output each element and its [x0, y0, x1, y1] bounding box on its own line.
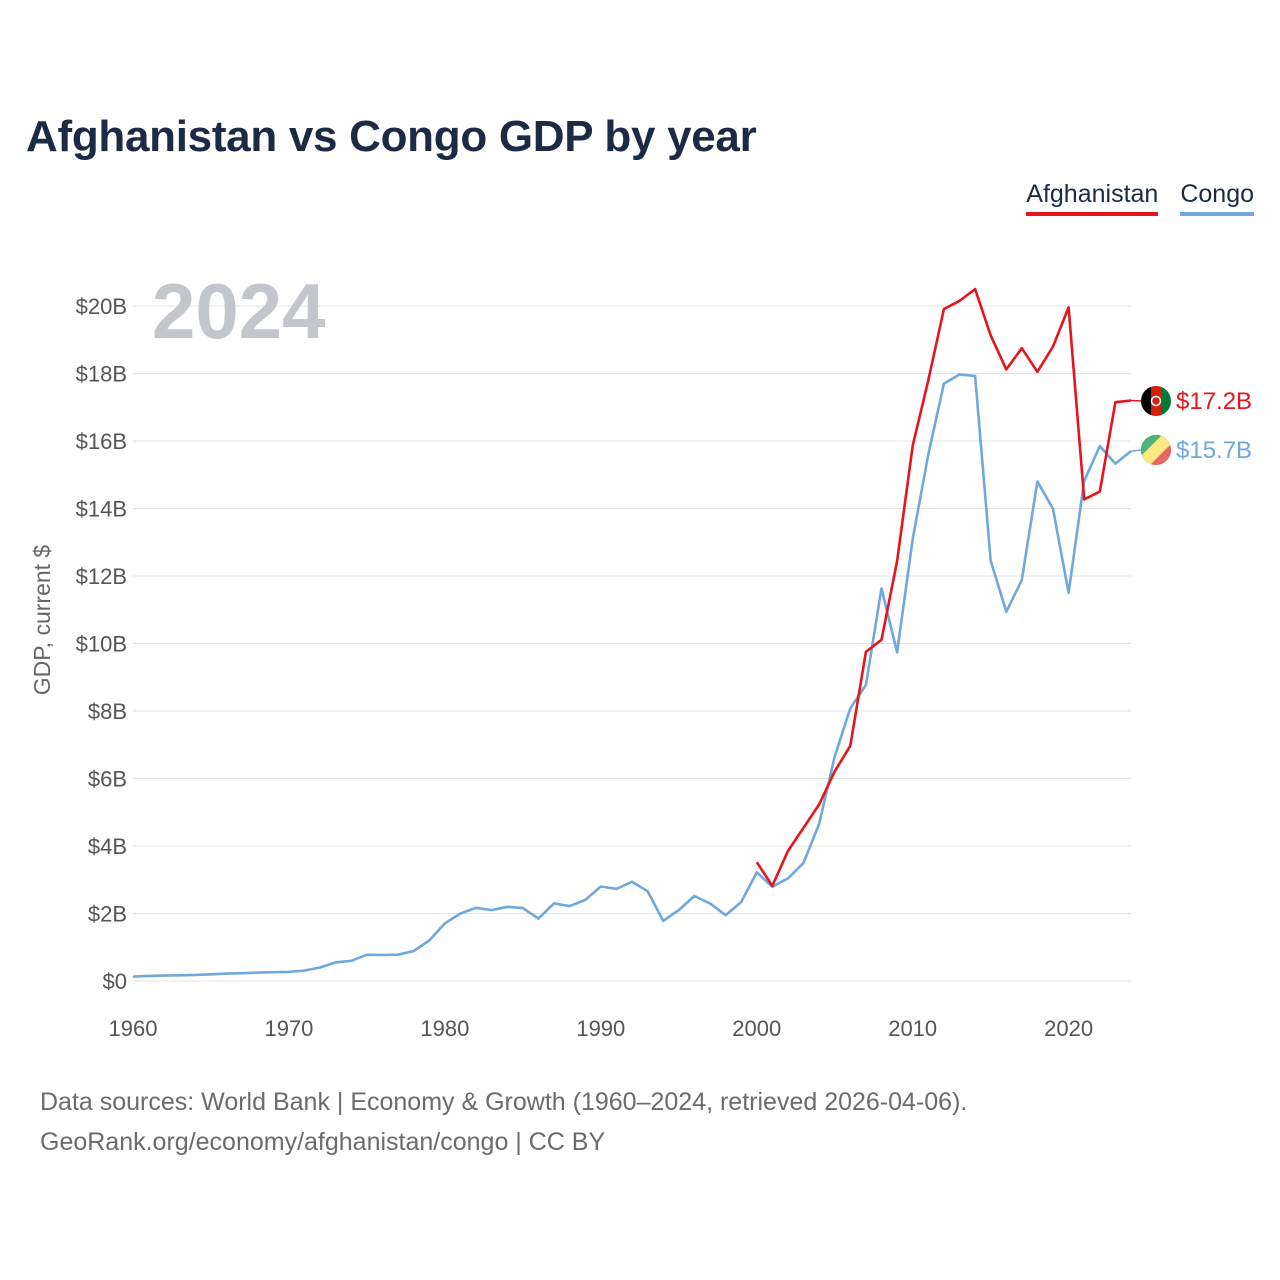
x-tick-label: 1990 [576, 1016, 625, 1041]
y-axis-label: GDP, current $ [29, 545, 55, 696]
afghanistan-flag-icon [1141, 386, 1171, 416]
y-tick-label: $20B [76, 294, 127, 319]
legend: Afghanistan Congo [1026, 180, 1254, 216]
x-tick-label: 1960 [109, 1016, 158, 1041]
y-tick-label: $0 [103, 969, 127, 994]
y-tick-label: $2B [88, 902, 127, 927]
x-tick-label: 1970 [264, 1016, 313, 1041]
y-tick-label: $10B [76, 632, 127, 657]
y-axis-ticks: $0 $2B $4B $6B $8B $10B $12B $14B $16B $18B $20B [76, 294, 127, 994]
y-tick-label: $4B [88, 834, 127, 859]
legend-item-afghanistan[interactable]: Afghanistan [1026, 180, 1159, 216]
x-tick-label: 2000 [732, 1016, 781, 1041]
congo-leader-line [1130, 449, 1143, 452]
end-markers: $17.2B $15.7B [1130, 386, 1252, 465]
y-tick-label: $8B [88, 699, 127, 724]
afghanistan-end-value: $17.2B [1176, 388, 1252, 415]
page-title: Afghanistan vs Congo GDP by year [26, 112, 757, 161]
y-tick-label: $14B [76, 497, 127, 522]
x-tick-label: 1980 [420, 1016, 469, 1041]
footer-sources: Data sources: World Bank | Economy & Gro… [40, 1088, 968, 1116]
x-tick-label: 2010 [888, 1016, 937, 1041]
gridlines [133, 305, 1131, 982]
congo-end-value: $15.7B [1176, 437, 1252, 464]
y-tick-label: $16B [76, 429, 127, 454]
series-lines [132, 287, 1132, 978]
series-line-afghanistan [755, 287, 1132, 888]
x-axis-ticks: 1960 1970 1980 1990 2000 2010 2020 [109, 1016, 1094, 1041]
y-tick-label: $6B [88, 767, 127, 792]
y-tick-label: $18B [76, 362, 127, 387]
year-watermark: 2024 [152, 267, 326, 355]
congo-flag-icon [1141, 435, 1171, 465]
footer: Data sources: World Bank | Economy & Gro… [40, 1082, 967, 1162]
y-tick-label: $12B [76, 564, 127, 589]
legend-item-congo[interactable]: Congo [1180, 180, 1254, 216]
footer-credit: GeoRank.org/economy/afghanistan/congo | … [40, 1128, 606, 1156]
x-tick-label: 2020 [1044, 1016, 1093, 1041]
afghanistan-leader-line [1130, 399, 1143, 402]
series-line-congo [132, 373, 1132, 978]
